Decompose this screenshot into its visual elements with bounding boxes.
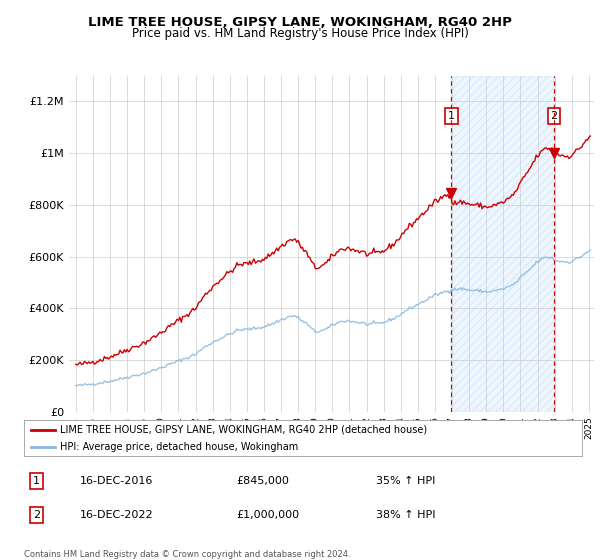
Text: 1: 1 [33,475,40,486]
Text: 38% ↑ HPI: 38% ↑ HPI [376,510,435,520]
Text: £845,000: £845,000 [236,475,289,486]
Text: 2: 2 [33,510,40,520]
Text: 16-DEC-2016: 16-DEC-2016 [80,475,153,486]
Text: 1: 1 [448,111,455,121]
Text: Price paid vs. HM Land Registry's House Price Index (HPI): Price paid vs. HM Land Registry's House … [131,27,469,40]
Text: LIME TREE HOUSE, GIPSY LANE, WOKINGHAM, RG40 2HP (detached house): LIME TREE HOUSE, GIPSY LANE, WOKINGHAM, … [60,425,427,435]
Bar [451,76,554,412]
Text: LIME TREE HOUSE, GIPSY LANE, WOKINGHAM, RG40 2HP: LIME TREE HOUSE, GIPSY LANE, WOKINGHAM, … [88,16,512,29]
Text: 2: 2 [550,111,557,121]
Text: HPI: Average price, detached house, Wokingham: HPI: Average price, detached house, Woki… [60,442,299,451]
Text: Contains HM Land Registry data © Crown copyright and database right 2024.
This d: Contains HM Land Registry data © Crown c… [24,550,350,560]
Bar [451,76,554,412]
Text: 35% ↑ HPI: 35% ↑ HPI [376,475,435,486]
Text: 16-DEC-2022: 16-DEC-2022 [80,510,154,520]
Text: £1,000,000: £1,000,000 [236,510,299,520]
